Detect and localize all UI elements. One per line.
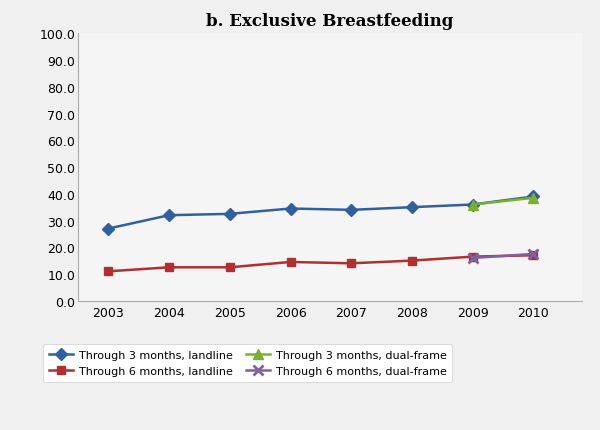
Title: b. Exclusive Breastfeeding: b. Exclusive Breastfeeding	[206, 13, 454, 30]
Legend: Through 3 months, landline, Through 6 months, landline, Through 3 months, dual-f: Through 3 months, landline, Through 6 mo…	[43, 344, 452, 382]
